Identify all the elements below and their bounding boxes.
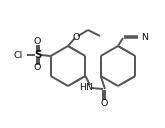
Text: O: O [34, 38, 41, 46]
Text: Cl: Cl [13, 51, 23, 60]
Text: O: O [72, 33, 80, 41]
Text: N: N [141, 33, 148, 41]
Text: O: O [100, 99, 108, 109]
Text: O: O [34, 63, 41, 72]
Text: S: S [34, 50, 41, 60]
Text: HN: HN [79, 83, 93, 93]
